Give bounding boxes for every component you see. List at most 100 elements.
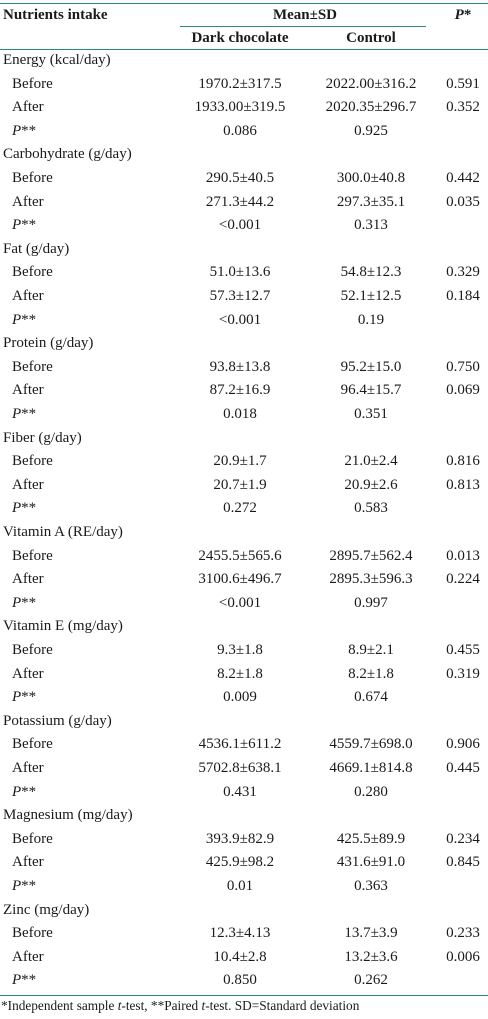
table-row: After 1933.00±319.5 2020.35±296.7 0.352 (0, 96, 488, 120)
dark-chocolate-value: 57.3±12.7 (209, 288, 271, 304)
control-value: 0.925 (354, 122, 388, 139)
row-label: After (12, 382, 44, 399)
row-label-suffix: ** (21, 122, 37, 139)
table-bottom-rule (0, 995, 488, 996)
dark-chocolate-value: 0.850 (223, 972, 257, 989)
table-row: P** 0.850 0.262 (0, 969, 488, 993)
p-value: 0.234 (446, 830, 480, 847)
table-row: Before 290.5±40.5 300.0±40.8 0.442 (0, 167, 488, 191)
control-value: 0.674 (354, 689, 388, 706)
row-label: P** (12, 120, 36, 144)
row-label-suffix: ** (21, 594, 37, 611)
table-row: P** 0.01 0.363 (0, 875, 488, 899)
header-mean-sd: Mean±SD (272, 7, 338, 23)
control-value: 96.4±15.7 (340, 382, 402, 399)
row-label: Before (12, 170, 53, 186)
row-label: After (12, 665, 44, 682)
row-label-suffix: ** (21, 311, 37, 328)
row-label-letter: P (12, 311, 22, 328)
table-row: P** 0.018 0.351 (0, 403, 488, 427)
control-value: 8.2±1.8 (348, 665, 394, 682)
table-row: P** <0.001 0.313 (0, 214, 488, 238)
row-label: Before (12, 925, 53, 942)
dark-chocolate-value: 2455.5±565.6 (198, 547, 282, 564)
nutrient-heading: Fat (g/day) (0, 238, 488, 262)
nutrient-heading: Fiber (g/day) (0, 427, 488, 451)
nutrient-name: Carbohydrate (g/day) (3, 146, 132, 163)
p-value: 0.591 (446, 75, 480, 92)
control-value: 20.9±2.6 (344, 476, 398, 493)
table-row: After 57.3±12.7 52.1±12.5 0.184 (0, 285, 488, 309)
control-value: 8.9±2.1 (348, 642, 394, 658)
p-value: 0.442 (446, 170, 480, 186)
row-label-letter: P (12, 783, 22, 800)
p-value: 0.006 (446, 948, 480, 965)
control-value: 0.997 (354, 594, 388, 611)
control-value: 13.2±3.6 (344, 948, 398, 965)
table-row: P** 0.086 0.925 (0, 120, 488, 144)
nutrient-name: Protein (g/day) (3, 335, 94, 352)
table-row: Before 2455.5±565.6 2895.7±562.4 0.013 (0, 545, 488, 569)
dark-chocolate-value: 0.272 (223, 500, 257, 517)
row-label: P** (12, 309, 36, 333)
header-dark-chocolate: Dark chocolate (191, 30, 289, 46)
row-label: Before (12, 642, 53, 658)
table-row: Before 4536.1±611.2 4559.7±698.0 0.906 (0, 733, 488, 757)
table-row: Before 9.3±1.8 8.9±2.1 0.455 (0, 639, 488, 663)
dark-chocolate-value: 10.4±2.8 (213, 948, 267, 965)
dark-chocolate-value: <0.001 (218, 217, 262, 234)
row-label: P** (12, 214, 36, 238)
dark-chocolate-value: 0.431 (223, 783, 257, 800)
control-value: 0.19 (357, 311, 385, 328)
control-value: 0.351 (354, 406, 388, 422)
control-value: 52.1±12.5 (340, 288, 402, 304)
p-value: 0.352 (446, 99, 480, 116)
row-label-suffix: ** (21, 217, 37, 234)
table-row: P** 0.009 0.674 (0, 686, 488, 710)
dark-chocolate-value: 51.0±13.6 (209, 264, 271, 281)
table-top-rule (0, 3, 488, 4)
row-label: After (12, 948, 44, 965)
header-bottom-rule (0, 49, 488, 50)
row-label: P** (12, 969, 36, 993)
row-label: After (12, 193, 44, 210)
control-value: 425.5±89.9 (336, 830, 406, 847)
p-value: 0.035 (446, 193, 480, 210)
row-label: After (12, 854, 44, 871)
row-label-letter: P (12, 594, 22, 611)
row-label: Before (12, 830, 53, 847)
header-p-suffix: * (463, 7, 472, 23)
table-row: Before 1970.2±317.5 2022.00±316.2 0.591 (0, 73, 488, 97)
nutrient-name: Fiber (g/day) (3, 429, 82, 446)
row-label: Before (12, 736, 53, 753)
row-label: P** (12, 686, 36, 710)
nutrient-name: Vitamin A (RE/day) (3, 524, 123, 540)
dark-chocolate-value: 20.7±1.9 (213, 476, 267, 493)
row-label-suffix: ** (21, 406, 37, 422)
table-row: P** 0.272 0.583 (0, 497, 488, 521)
dark-chocolate-value: <0.001 (218, 594, 262, 611)
header-nutrients-intake: Nutrients intake (3, 7, 108, 23)
nutrient-heading: Energy (kcal/day) (0, 49, 488, 73)
control-value: 0.313 (354, 217, 388, 234)
row-label: P** (12, 497, 36, 521)
p-value: 0.069 (446, 382, 480, 399)
nutrient-heading: Protein (g/day) (0, 332, 488, 356)
row-label-letter: P (12, 500, 22, 517)
nutrient-name: Potassium (g/day) (3, 712, 112, 729)
table-row: After 271.3±44.2 297.3±35.1 0.035 (0, 191, 488, 215)
nutrient-name: Vitamin E (mg/day) (3, 618, 123, 635)
dark-chocolate-value: 4536.1±611.2 (198, 736, 282, 753)
p-value: 0.813 (446, 476, 480, 493)
dark-chocolate-value: 8.2±1.8 (217, 665, 263, 682)
row-label: Before (12, 75, 53, 92)
table-row: Before 20.9±1.7 21.0±2.4 0.816 (0, 450, 488, 474)
row-label: Before (12, 453, 53, 470)
row-label: Before (12, 358, 53, 375)
row-label-suffix: ** (21, 783, 37, 800)
control-value: 2020.35±296.7 (325, 99, 417, 116)
dark-chocolate-value: 5702.8±638.1 (198, 760, 282, 776)
row-label: After (12, 760, 44, 776)
row-label: P** (12, 781, 36, 805)
table-row: After 3100.6±496.7 2895.3±596.3 0.224 (0, 568, 488, 592)
